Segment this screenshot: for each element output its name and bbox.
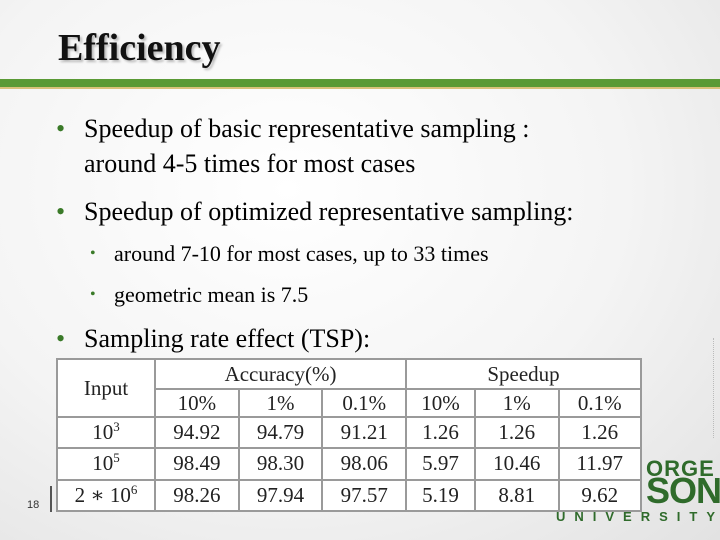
logo-top-text: ORGE [646, 456, 715, 481]
speedup-header: Speedup [405, 358, 642, 390]
table-cell: 97.57 [321, 478, 408, 513]
table-cell: 1.26 [405, 415, 476, 450]
edge-decoration [713, 338, 720, 438]
table-cell: 97.94 [237, 478, 324, 513]
input-exponent: 6 [130, 481, 138, 497]
slide-number: 18 [27, 499, 40, 511]
results-table-wrap: Input Accuracy(%) Speedup 10% 1% 0.1% 10… [56, 358, 643, 513]
bullet-2-line-1: Speedup of optimized representative samp… [84, 197, 574, 226]
logo-bottom-text: UNIVERSITY [556, 509, 720, 524]
bullet-1-line-1: Speedup of basic representative sampling… [84, 114, 530, 143]
title-rule-green [0, 79, 720, 87]
table-cell: 11.97 [557, 447, 643, 481]
subheader-cell: 10% [154, 388, 240, 418]
accuracy-header: Accuracy(%) [153, 358, 408, 390]
input-exponent: 3 [113, 419, 120, 435]
logo-middle-text: SON [646, 470, 720, 511]
table-cell: 91.21 [321, 415, 408, 450]
table-cell: 98.49 [154, 447, 240, 481]
sub-bullet-2-text: geometric mean is 7.5 [114, 282, 309, 307]
table-subheader-row: 10% 1% 0.1% 10% 1% 0.1% [57, 388, 643, 418]
slide-title: Efficiency [58, 27, 221, 69]
slide-number-divider [50, 486, 52, 512]
table-row: 2 ∗ 106 98.26 97.94 97.57 5.19 8.81 9.62 [56, 478, 643, 513]
table-cell: 10.46 [473, 447, 560, 481]
subheader-cell: 10% [405, 388, 476, 418]
row-input-cell: 105 [56, 447, 156, 481]
table-cell: 94.79 [237, 415, 324, 450]
subheader-cell: 0.1% [321, 388, 408, 418]
table-cell: 94.92 [154, 415, 240, 450]
bullet-dot-3: • [56, 324, 66, 353]
table-cell: 1.26 [473, 415, 560, 450]
sub-bullet-1-text: around 7-10 for most cases, up to 33 tim… [114, 241, 489, 266]
input-header: Input [56, 358, 156, 418]
table-cell: 1.26 [557, 415, 643, 450]
table-cell: 98.30 [237, 447, 324, 481]
table-cell: 8.81 [473, 478, 560, 513]
row-input-cell: 2 ∗ 106 [56, 478, 156, 513]
subheader-cell: 1% [237, 388, 324, 418]
table-cell: 5.19 [405, 478, 476, 513]
subheader-cell: 0.1% [557, 388, 643, 418]
bullet-1-line-2: around 4-5 times for most cases [84, 149, 416, 178]
bullet-3: Sampling rate effect (TSP): [84, 324, 371, 353]
table-cell: 9.62 [557, 478, 643, 513]
sub-bullet-dot-2: • [90, 286, 96, 303]
results-table: Input Accuracy(%) Speedup 10% 1% 0.1% 10… [56, 358, 643, 513]
row-input-cell: 103 [56, 415, 156, 450]
table-cell: 5.97 [405, 447, 476, 481]
bullet-dot-1: • [56, 114, 66, 143]
input-exponent: 5 [113, 450, 120, 466]
table-cell: 98.26 [154, 478, 240, 513]
table-cell: 98.06 [321, 447, 408, 481]
input-base: 2 ∗ 10 [74, 482, 131, 507]
table-header-row: Input Accuracy(%) Speedup [56, 358, 642, 418]
subheader-cell: 1% [473, 388, 560, 418]
sub-bullet-dot-1: • [90, 245, 96, 262]
input-base: 10 [92, 420, 114, 445]
bullet-dot-2: • [56, 197, 66, 226]
table-row: 105 98.49 98.30 98.06 5.97 10.46 11.97 [56, 447, 643, 481]
table-row: 103 94.92 94.79 91.21 1.26 1.26 1.26 [56, 415, 643, 450]
input-base: 10 [92, 451, 114, 476]
title-rule-gold [0, 87, 720, 89]
